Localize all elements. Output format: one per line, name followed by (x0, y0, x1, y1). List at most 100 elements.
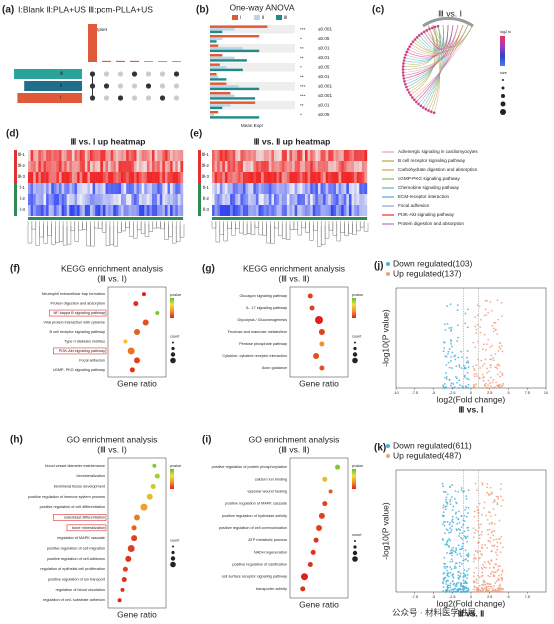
category-label: calcium ion binding (255, 477, 287, 481)
dendrogram (129, 221, 134, 237)
heat-cell (338, 150, 342, 161)
heat-cell (48, 183, 52, 194)
gene-point (500, 536, 503, 538)
gene-point (502, 382, 504, 385)
heat-cell (258, 161, 262, 172)
heat-cell (230, 194, 233, 205)
gene-point (446, 322, 449, 325)
heat-cell (43, 161, 47, 172)
heat-cell (53, 205, 57, 216)
bar (210, 104, 231, 107)
heat-cell (162, 150, 166, 161)
gene-point (452, 505, 455, 508)
x-tick-label: -2.5 (449, 391, 456, 395)
gene-point (456, 582, 458, 585)
axis-label: Mean Expr (241, 123, 264, 128)
heat-cell (115, 183, 119, 194)
bar (210, 87, 260, 91)
gene-point (496, 333, 499, 336)
heat-cell (61, 194, 65, 205)
colorbar (170, 469, 174, 489)
heat-cell (90, 183, 93, 194)
heat-cell (364, 205, 368, 216)
category-label: NF-kappa B signaling pathway (54, 311, 106, 315)
heat-cell (325, 161, 329, 172)
gene-point (445, 589, 448, 592)
heat-cell (354, 172, 357, 183)
gene-point (466, 535, 469, 538)
heat-cell (56, 194, 60, 205)
gene-point (481, 586, 483, 589)
heat-cell (113, 194, 117, 205)
gene-point (456, 553, 459, 556)
heat-cell (253, 194, 257, 205)
gene-point (461, 356, 463, 359)
heat-cell (232, 150, 236, 161)
heat-cell (131, 183, 135, 194)
gene-point (464, 508, 467, 511)
gene-point (451, 367, 453, 369)
dendrogram (94, 221, 99, 229)
gene-point (483, 362, 486, 365)
heat-cell (33, 194, 36, 205)
heat-cell (227, 150, 231, 161)
p-value: ≤0.01 (318, 46, 330, 51)
gene-point (449, 586, 452, 589)
row-group (14, 194, 17, 205)
matrix-dot (173, 71, 180, 77)
gene-point (476, 589, 479, 591)
heat-cell (172, 161, 176, 172)
gene-point (482, 588, 485, 591)
gene-point (489, 358, 491, 361)
heat-cell (328, 205, 332, 216)
gene-point (477, 519, 480, 522)
heat-cell (361, 205, 365, 216)
category-label: Glucagon signaling pathway (240, 294, 288, 298)
heat-cell (325, 183, 329, 194)
heat-cell (338, 161, 342, 172)
gene-point (496, 569, 499, 572)
gene-point (442, 586, 445, 588)
gene-point (475, 328, 478, 331)
gene-point (478, 305, 481, 308)
heat-cell (71, 205, 75, 216)
heat-cell (102, 172, 106, 183)
gene-node (401, 71, 405, 74)
gene-point (498, 538, 500, 540)
heat-cell (74, 150, 78, 161)
heat-cell (271, 150, 275, 161)
heat-cell (317, 150, 321, 161)
bar (210, 111, 219, 114)
heat-cell (77, 172, 80, 183)
dendrogram (360, 221, 365, 228)
dendrogram (219, 221, 224, 235)
axis-label: -log10(P value) (380, 309, 390, 367)
row-group (14, 172, 17, 183)
heat-cell (177, 205, 181, 216)
heat-cell (146, 205, 150, 216)
heat-cell (131, 205, 135, 216)
dendrogram (74, 221, 79, 242)
heat-cell (325, 150, 329, 161)
heat-cell (59, 205, 62, 216)
gene-point (494, 590, 497, 593)
gene-node (403, 56, 407, 59)
heat-cell (227, 172, 231, 183)
dendrogram (137, 221, 142, 231)
heat-cell (170, 205, 173, 216)
heat-cell (351, 183, 355, 194)
heat-cell (263, 161, 267, 172)
gene-point (454, 358, 457, 361)
heat-cell (361, 172, 365, 183)
gene-point (457, 528, 460, 530)
heat-cell (146, 172, 150, 183)
heat-cell (74, 194, 78, 205)
x-tick-label: -5 (432, 595, 435, 599)
gene-point (461, 386, 464, 389)
heat-cell (157, 161, 160, 172)
row-label: Ⅰ-3 (20, 207, 26, 212)
gene-point (467, 361, 470, 364)
matrix-dot (173, 83, 180, 89)
heat-cell (79, 194, 83, 205)
gene-point (460, 555, 463, 558)
